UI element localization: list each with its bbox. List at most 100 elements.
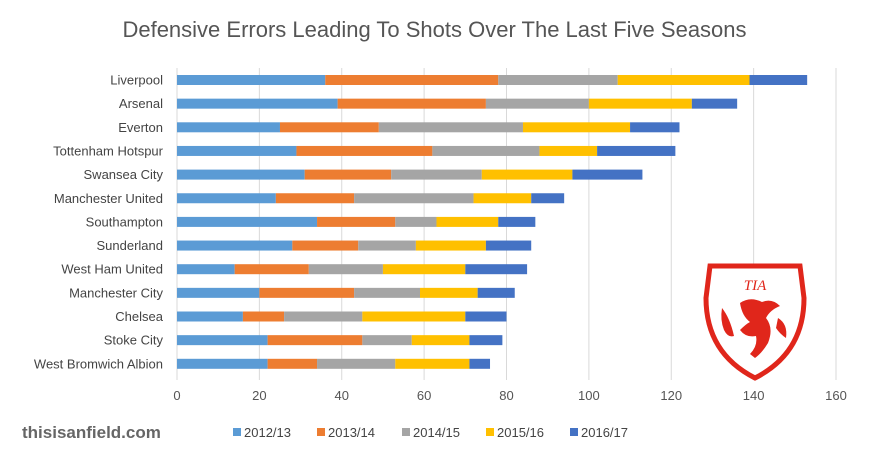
bar-segment-2015-16 <box>481 169 573 180</box>
bar-segment-2013-14 <box>259 287 355 298</box>
bar-segment-2012-13 <box>177 335 268 346</box>
bar-segment-2012-13 <box>177 169 305 180</box>
bar-segment-2014-15 <box>358 240 416 251</box>
bar-segment-2016-17 <box>469 335 503 346</box>
bar-segment-2015-16 <box>420 287 478 298</box>
category-label: Manchester City <box>69 285 163 300</box>
category-label: West Bromwich Albion <box>34 356 163 371</box>
legend-label: 2016/17 <box>581 425 628 440</box>
x-tick-label: 80 <box>499 388 513 403</box>
bar-segment-2016-17 <box>498 216 536 227</box>
bar-segment-2015-16 <box>539 145 598 156</box>
x-tick-label: 140 <box>743 388 765 403</box>
category-label: Liverpool <box>110 73 163 88</box>
category-label: Everton <box>118 120 163 135</box>
bar-segment-2014-15 <box>395 216 437 227</box>
bar-segment-2012-13 <box>177 264 235 275</box>
bar-segment-2016-17 <box>531 193 565 204</box>
category-label: Tottenham Hotspur <box>53 143 164 158</box>
bar-segment-2013-14 <box>242 311 285 322</box>
bar-segment-2015-16 <box>395 358 470 369</box>
bar-segment-2014-15 <box>284 311 363 322</box>
bar-segment-2014-15 <box>317 358 396 369</box>
bar-segment-2013-14 <box>267 335 363 346</box>
bar-segment-2012-13 <box>177 193 276 204</box>
x-tick-label: 40 <box>335 388 349 403</box>
bar-segment-2016-17 <box>477 287 515 298</box>
bar-segment-2012-13 <box>177 122 280 133</box>
x-tick-label: 0 <box>173 388 180 403</box>
legend-swatch <box>486 428 494 436</box>
bar-segment-2014-15 <box>432 145 540 156</box>
bar-segment-2013-14 <box>267 358 318 369</box>
bar-segment-2013-14 <box>279 122 379 133</box>
x-tick-label: 20 <box>252 388 266 403</box>
bar-segment-2015-16 <box>522 122 631 133</box>
legend-swatch <box>317 428 325 436</box>
bar-segment-2015-16 <box>617 75 750 85</box>
category-label: Stoke City <box>104 333 164 348</box>
x-tick-label: 100 <box>578 388 600 403</box>
chart-title: Defensive Errors Leading To Shots Over T… <box>122 17 747 42</box>
bar-segment-2013-14 <box>275 193 355 204</box>
category-label: Sunderland <box>97 238 164 253</box>
bar-segment-2013-14 <box>325 75 499 85</box>
bar-segment-2012-13 <box>177 75 326 85</box>
category-label: Manchester United <box>54 191 163 206</box>
site-watermark: thisisanfield.com <box>22 423 161 442</box>
bar-segment-2012-13 <box>177 358 268 369</box>
tia-liverbird-logo: TIA <box>703 263 807 381</box>
bar-segment-2012-13 <box>177 240 293 251</box>
bar-segment-2016-17 <box>749 75 808 85</box>
x-tick-label: 160 <box>825 388 847 403</box>
x-tick-label: 60 <box>417 388 431 403</box>
bar-segment-2013-14 <box>296 145 433 156</box>
bar-segment-2013-14 <box>317 216 396 227</box>
bar-segment-2014-15 <box>354 193 474 204</box>
legend-label: 2013/14 <box>328 425 375 440</box>
category-label: Arsenal <box>119 96 163 111</box>
legend-label: 2012/13 <box>244 425 291 440</box>
bar-segment-2015-16 <box>588 98 692 109</box>
bar-segment-2016-17 <box>465 264 528 275</box>
bar-segment-2012-13 <box>177 98 338 109</box>
bar-segment-2014-15 <box>378 122 523 133</box>
bar-segment-2015-16 <box>473 193 532 204</box>
bar-segment-2015-16 <box>362 311 466 322</box>
bar-segment-2012-13 <box>177 311 243 322</box>
bar-segment-2014-15 <box>354 287 421 298</box>
legend-swatch <box>402 428 410 436</box>
bar-segment-2014-15 <box>391 169 482 180</box>
bar-segment-2013-14 <box>234 264 309 275</box>
legend-label: 2014/15 <box>413 425 460 440</box>
bar-segment-2013-14 <box>304 169 392 180</box>
legend-swatch <box>233 428 241 436</box>
bar-segment-2014-15 <box>498 75 618 85</box>
svg-text:TIA: TIA <box>744 278 767 294</box>
x-tick-label: 120 <box>660 388 682 403</box>
bar-segment-2012-13 <box>177 216 318 227</box>
bar-segment-2012-13 <box>177 145 297 156</box>
bar-segment-2016-17 <box>572 169 643 180</box>
bar-segment-2014-15 <box>308 264 383 275</box>
category-label: Swansea City <box>84 167 164 182</box>
bar-segment-2012-13 <box>177 287 260 298</box>
bar-segment-2015-16 <box>436 216 499 227</box>
bar-segment-2014-15 <box>362 335 412 346</box>
bar-segment-2015-16 <box>411 335 470 346</box>
legend-label: 2015/16 <box>497 425 544 440</box>
legend-swatch <box>570 428 578 436</box>
bar-segment-2015-16 <box>415 240 486 251</box>
category-label: Southampton <box>86 214 163 229</box>
category-label: West Ham United <box>61 262 163 277</box>
bar-segment-2016-17 <box>465 311 507 322</box>
bar-segment-2016-17 <box>485 240 532 251</box>
bar-segment-2016-17 <box>469 358 491 369</box>
bar-segment-2016-17 <box>630 122 680 133</box>
category-label: Chelsea <box>115 309 163 324</box>
bar-segment-2016-17 <box>597 145 676 156</box>
bar-segment-2015-16 <box>382 264 466 275</box>
bar-segment-2016-17 <box>691 98 738 109</box>
bar-segment-2013-14 <box>337 98 486 109</box>
